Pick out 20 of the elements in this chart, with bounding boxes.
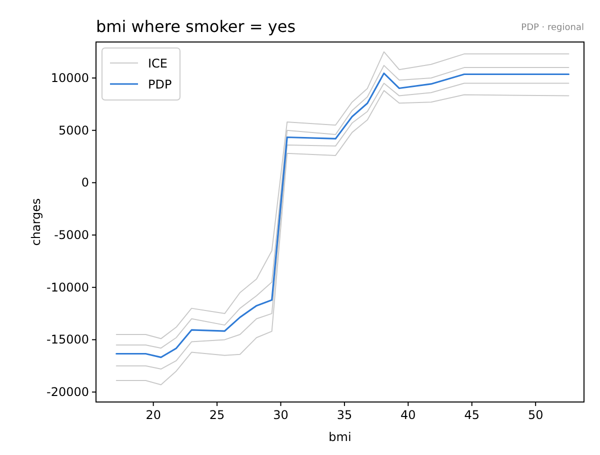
y-tick-label: -15000 <box>46 332 89 347</box>
legend-label: PDP <box>148 78 172 92</box>
text: PDP · regional <box>521 23 584 33</box>
x-tick-label: 35 <box>336 408 352 422</box>
y-tick-label: -20000 <box>46 385 89 400</box>
x-tick-label: 40 <box>400 408 416 422</box>
y-tick-label: 5000 <box>58 123 89 138</box>
x-tick-label: 30 <box>273 408 288 422</box>
y-tick-label: 10000 <box>50 71 89 86</box>
y-axis-title: charges <box>29 198 43 246</box>
x-tick-label: 20 <box>146 408 161 422</box>
x-tick-label: 50 <box>528 408 544 422</box>
y-tick-label: -10000 <box>46 280 89 294</box>
y-tick-label: 0 <box>81 176 89 190</box>
chart-title: bmi where smoker = yes <box>96 17 296 36</box>
x-tick-label: 25 <box>209 408 225 422</box>
y-tick-label: -5000 <box>54 228 89 242</box>
x-axis-title: bmi <box>328 430 352 444</box>
x-tick-label: 45 <box>464 408 480 422</box>
legend-label: ICE <box>148 56 168 70</box>
